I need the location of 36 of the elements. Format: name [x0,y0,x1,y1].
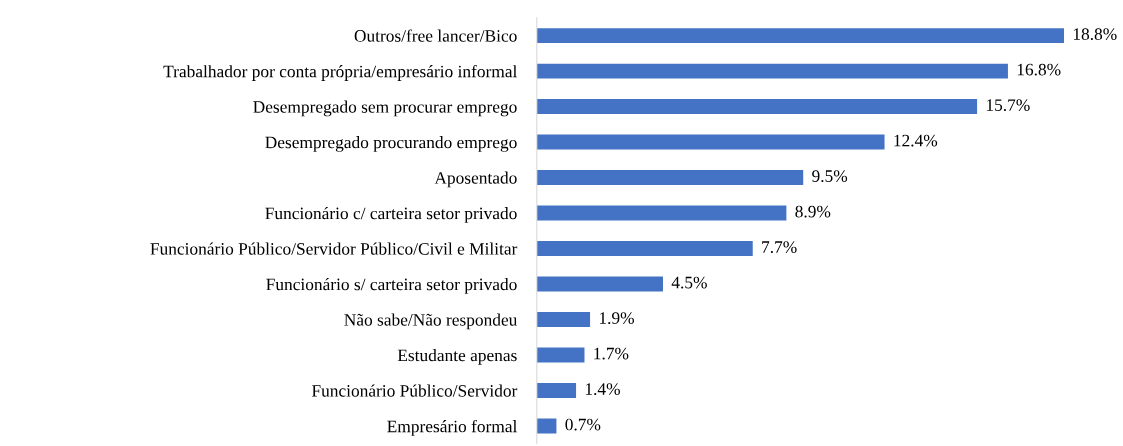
y-tick-label: Desempregado procurando emprego [265,136,517,152]
data-label: 4.5% [671,276,707,289]
y-tick-label: Funcionário Público/Servidor [311,384,518,397]
bar [536,28,1065,44]
y-tick-label: Outros/free lancer/Bico [354,29,517,42]
y-tick-label: Não sabe/Não respondeu [344,313,518,330]
data-label: 1.7% [594,347,629,360]
data-label: 16.8% [1017,63,1061,76]
y-tick-label: Funcionário s/ carteira setor privado [266,278,517,294]
bar [536,418,557,434]
y-tick-label: Aposentado [434,171,517,188]
data-label: 15.7% [986,99,1030,111]
bar [536,347,585,363]
bar [536,383,577,398]
data-label: 1.4% [585,383,620,395]
data-label: 7.7% [762,241,797,253]
y-tick-label: Funcionário c/ carteira setor privado [265,207,517,223]
data-label: 18.8% [1073,28,1117,41]
data-label: 12.4% [894,134,938,147]
bar [536,205,787,221]
y-tick-label: Funcionário Público/Servidor Público/Civil e Militar [150,242,518,255]
bar [536,312,591,327]
data-label: 0.7% [565,418,601,431]
bar [536,170,804,186]
bar [536,276,663,292]
bar [536,63,1008,79]
y-tick-label: Desempregado sem procurar emprego [253,100,517,117]
y-tick-label: Trabalhador por conta própria/empresário informal [163,64,517,81]
data-label: 9.5% [812,170,848,182]
data-label: 1.9% [599,312,634,324]
bar [536,134,885,150]
y-tick-label: Estudante apenas [397,349,517,365]
data-label: 8.9% [795,205,831,218]
bar [536,241,753,257]
y-tick-label: Empresário formal [387,419,517,436]
bar [536,99,978,115]
